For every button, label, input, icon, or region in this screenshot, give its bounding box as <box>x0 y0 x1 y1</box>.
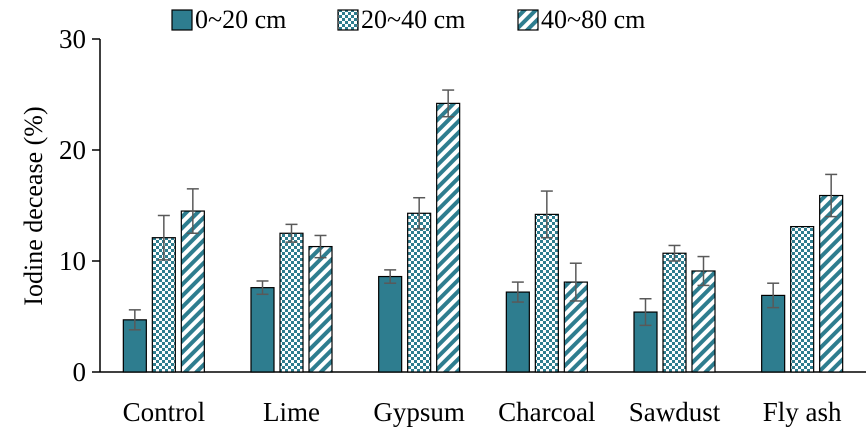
error-bar <box>186 188 199 234</box>
error-bar <box>697 255 710 287</box>
bar-solid <box>505 291 530 373</box>
y-tick-label: 10 <box>59 246 86 276</box>
y-tick-label: 30 <box>59 24 86 54</box>
error-bar <box>256 280 269 296</box>
error-bar <box>314 234 327 259</box>
error-bar <box>569 262 582 302</box>
bar-diagonal <box>436 102 461 373</box>
y-tick-label: 20 <box>59 135 86 165</box>
bar-checker <box>407 212 432 373</box>
bar-checker <box>790 225 815 373</box>
error-bar <box>285 223 298 243</box>
bar-checker <box>279 232 304 373</box>
error-bars <box>128 89 838 331</box>
error-bar <box>639 297 652 327</box>
bars <box>122 102 844 373</box>
legend-label-0: 0~20 cm <box>195 5 286 34</box>
legend-label-2: 40~80 cm <box>541 5 645 34</box>
error-bar <box>668 244 681 262</box>
x-tick-label: Control <box>123 397 206 427</box>
x-tick-label: Lime <box>263 397 320 427</box>
error-bar <box>540 190 553 239</box>
error-bar <box>767 282 780 309</box>
error-bar <box>511 281 524 303</box>
error-bar <box>157 214 170 261</box>
y-tick-label: 0 <box>73 357 87 387</box>
error-bar <box>128 309 141 331</box>
legend-swatch-2 <box>517 9 539 31</box>
bar-diagonal <box>180 210 205 373</box>
legend-swatch-1 <box>337 9 359 31</box>
legend-swatch-0 <box>171 9 193 31</box>
bar-solid <box>378 275 403 373</box>
bar-diagonal <box>819 194 844 373</box>
x-tick-labels: Control Lime Gypsum Charcoal Sawdust Fly ash <box>123 397 842 427</box>
x-tick-label: Sawdust <box>629 397 721 427</box>
error-bar <box>442 89 455 118</box>
legend-label-1: 20~40 cm <box>361 5 465 34</box>
x-tick-label: Gypsum <box>373 397 465 427</box>
legend: 0~20 cm 20~40 cm 40~80 cm <box>171 5 645 34</box>
y-axis-title: Iodine decease (%) <box>19 106 48 305</box>
error-bar <box>825 173 838 218</box>
bar-checker <box>662 252 687 373</box>
bar-solid <box>250 287 275 373</box>
x-tick-label: Charcoal <box>498 397 595 427</box>
axes: 0 10 20 30 <box>59 24 866 387</box>
error-bar <box>413 196 426 230</box>
error-bar <box>384 269 397 284</box>
bar-diagonal <box>308 245 333 373</box>
x-tick-label: Fly ash <box>763 397 842 427</box>
